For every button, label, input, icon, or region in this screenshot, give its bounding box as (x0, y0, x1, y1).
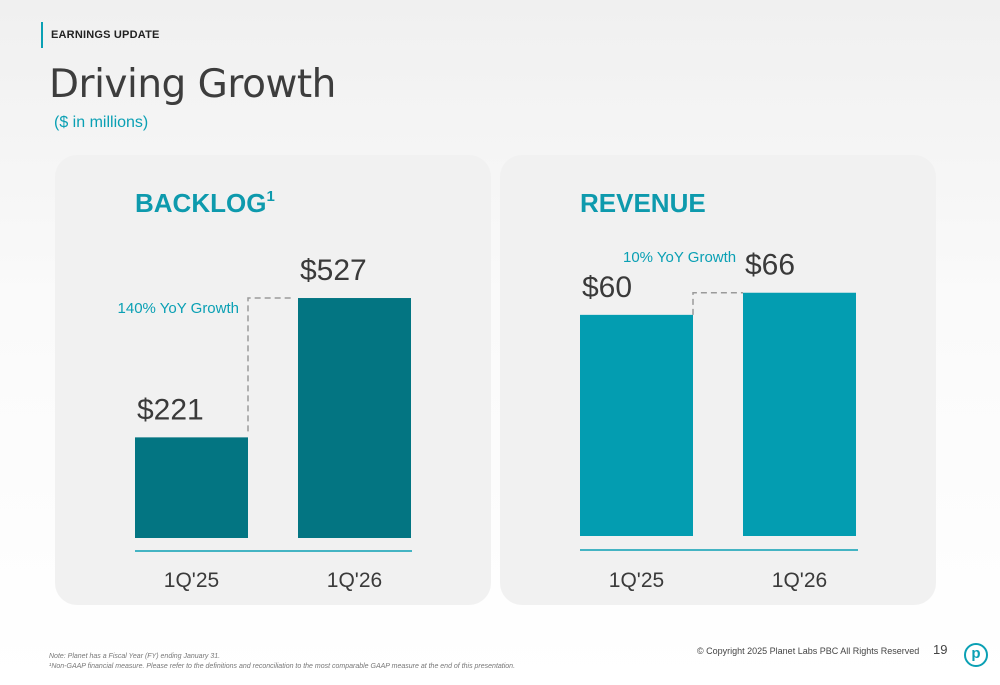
copyright: © Copyright 2025 Planet Labs PBC All Rig… (697, 646, 920, 656)
backlog-title-footnote-marker: 1 (266, 188, 274, 205)
revenue-bar-2 (743, 292, 856, 536)
backlog-category-label-1: 1Q'25 (164, 569, 219, 592)
revenue-chart: REVENUE $60 1Q'25 $66 1Q'26 10% YoY Growth (580, 188, 858, 592)
page-title: Driving Growth (49, 62, 336, 107)
backlog-value-label-1: $221 (137, 393, 204, 426)
footnotes: Note: Planet has a Fiscal Year (FY) endi… (49, 652, 515, 672)
backlog-growth-label: 140% YoY Growth (118, 300, 239, 317)
page-number: 19 (933, 642, 948, 657)
revenue-growth-label: 10% YoY Growth (623, 249, 736, 266)
backlog-value-label-2: $527 (300, 254, 367, 287)
backlog-chart-title: BACKLOG1 (135, 188, 275, 218)
revenue-growth-connector (692, 291, 743, 315)
revenue-value-label-2: $66 (745, 249, 795, 282)
fiscal-year-note: Note: Planet has a Fiscal Year (FY) endi… (49, 653, 221, 660)
revenue-category-label-1: 1Q'25 (609, 569, 664, 592)
revenue-value-label-1: $60 (582, 271, 632, 304)
backlog-category-label-2: 1Q'26 (327, 569, 382, 592)
backlog-bar-1 (135, 437, 248, 538)
revenue-chart-panel: REVENUE $60 1Q'25 $66 1Q'26 10% YoY Growth (500, 155, 936, 605)
backlog-chart: BACKLOG1 $221 1Q'25 $527 1Q'26 140% YoY Growt… (118, 188, 412, 592)
backlog-bar-2 (298, 298, 411, 538)
planet-logo-icon: p (964, 643, 988, 667)
page-subtitle: ($ in millions) (54, 114, 149, 131)
backlog-growth-connector (247, 297, 292, 432)
backlog-chart-panel: BACKLOG1 $221 1Q'25 $527 1Q'26 140% YoY Growt… (55, 155, 491, 605)
non-gaap-note: ¹Non-GAAP financial measure. Please refe… (49, 663, 516, 670)
revenue-bar-1 (580, 314, 693, 536)
revenue-chart-title: REVENUE (580, 188, 706, 218)
section-tag: EARNINGS UPDATE (41, 22, 160, 48)
revenue-category-label-2: 1Q'26 (772, 569, 827, 592)
